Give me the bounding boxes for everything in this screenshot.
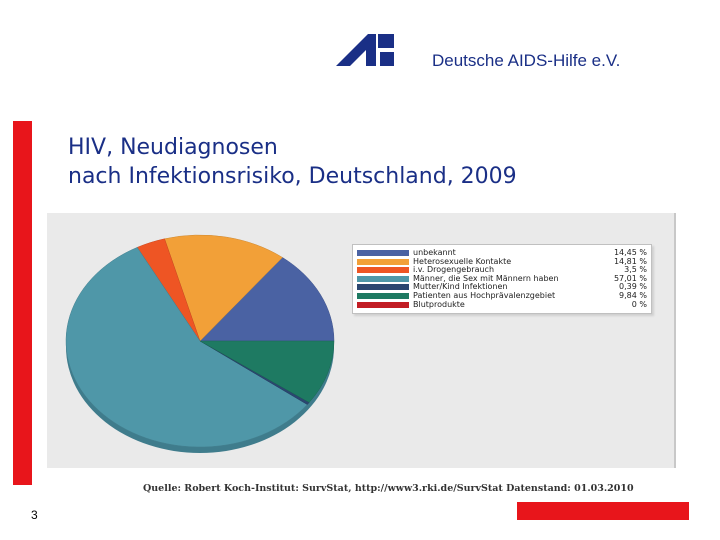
- legend-value: 9,84 %: [619, 291, 647, 300]
- bottom-red-bar: [517, 502, 689, 520]
- pie-slice-6: [199, 340, 335, 403]
- legend-entry-3: i.v. Drogengebrauch 3,5 %: [353, 265, 651, 275]
- legend-swatch: [357, 267, 409, 274]
- legend-entry-2: Heterosexuelle Kontakte 14,81 %: [353, 256, 651, 266]
- left-red-bar: [13, 121, 32, 485]
- dah-logo: [336, 34, 394, 66]
- legend-label: Männer, die Sex mit Männern haben: [413, 273, 559, 283]
- legend-value: 57,01 %: [613, 273, 647, 283]
- legend-label: unbekannt: [413, 248, 456, 257]
- legend-label: Heterosexuelle Kontakte: [413, 256, 512, 266]
- legend-swatch: [357, 250, 409, 256]
- legend-label: Mutter/Kind Infektionen: [413, 282, 508, 292]
- legend-value: 14,45 %: [613, 248, 647, 257]
- legend-entry-4: Männer, die Sex mit Männern haben 57,01 %: [353, 273, 651, 283]
- source-citation: Quelle: Robert Koch-Institut: SurvStat, …: [143, 483, 634, 494]
- pie-slice-2: [164, 234, 283, 342]
- legend-value: 0 %: [631, 299, 647, 309]
- legend-label: i.v. Drogengebrauch: [413, 265, 495, 275]
- legend-entry-7: Blutprodukte 0 %: [353, 299, 651, 309]
- chart-legend: unbekannt 14,45 % Heterosexuelle Kontakte 1…: [352, 244, 652, 314]
- legend-entry-1: unbekannt 14,45 %: [353, 248, 651, 257]
- legend-value: 3,5 %: [624, 265, 647, 275]
- slide-title: HIV, Neudiagnosen nach Infektionsrisiko,…: [68, 133, 517, 191]
- organization-name: Deutsche AIDS-Hilfe e.V.: [432, 51, 621, 70]
- legend-swatch: [357, 293, 409, 299]
- legend-label: Blutprodukte: [413, 299, 465, 309]
- legend-value: 14,81 %: [613, 256, 647, 266]
- pie-slice-4: [65, 247, 308, 448]
- pie-chart: [65, 234, 335, 453]
- legend-value: 0,39 %: [619, 282, 647, 292]
- title-line-2: nach Infektionsrisiko, Deutschland, 2009: [68, 164, 517, 189]
- legend-swatch: [357, 258, 409, 265]
- page-number: 3: [31, 508, 38, 522]
- legend-entry-5: Mutter/Kind Infektionen 0,39 %: [353, 282, 651, 292]
- legend-swatch: [357, 301, 409, 308]
- title-line-1: HIV, Neudiagnosen: [68, 135, 278, 160]
- legend-label: Patienten aus Hochprävalenzgebiet: [413, 291, 556, 300]
- legend-entry-6: Patienten aus Hochprävalenzgebiet 9,84 %: [353, 291, 651, 300]
- legend-swatch: [357, 284, 409, 291]
- pie-slice-1: [199, 257, 335, 342]
- legend-swatch: [357, 275, 409, 282]
